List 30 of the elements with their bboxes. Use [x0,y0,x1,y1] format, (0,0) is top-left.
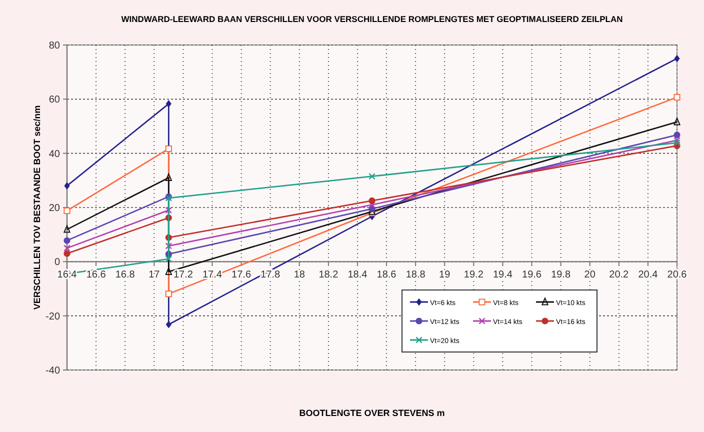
y-tick-label: 0 [54,257,60,268]
y-axis-title: VERSCHILLEN TOV BESTAANDE BOOT sec/nm [32,105,42,310]
x-tick-label: 20.2 [609,270,630,281]
x-tick-label: 18.8 [406,270,426,281]
x-tick-label: 18.2 [318,270,339,281]
x-tick-label: 17.8 [260,270,280,281]
y-tick-label: 40 [48,148,60,160]
x-tick-label: 17 [148,270,160,281]
x-tick-label: 20.6 [667,270,688,281]
x-tick-label: 18.6 [376,270,397,281]
x-tick-label: 20.4 [638,270,658,281]
x-tick-label: 19.2 [464,270,484,281]
x-tick-label: 16.6 [86,270,106,281]
y-tick-label: 80 [48,40,60,52]
y-tick-label: -40 [46,366,60,376]
x-tick-label: 20 [584,270,596,281]
x-tick-label: 19.8 [551,270,571,281]
y-tick-label: -20 [46,311,60,322]
y-tick-label: 20 [48,203,60,214]
x-tick-label: 16.8 [115,270,136,281]
x-axis-title: BOOTLENGTE OVER STEVENS m [299,408,445,418]
x-tick-label: 18 [294,270,306,281]
x-tick-label: 19.4 [492,270,513,281]
x-tick-label: 17.2 [173,270,194,281]
x-tick-label: 18.4 [348,270,368,281]
x-tick-label: 19 [439,270,451,281]
chart-title: WINDWARD-LEEWARD BAAN VERSCHILLEN VOOR VERSCHILLENDE ROMPLENGTES MET GEOPTIMALISEERD ZEILPLAN [121,14,623,24]
x-tick-label: 19.6 [522,270,542,281]
y-tick-label: 60 [48,94,60,106]
x-tick-label: 17.6 [232,270,252,281]
